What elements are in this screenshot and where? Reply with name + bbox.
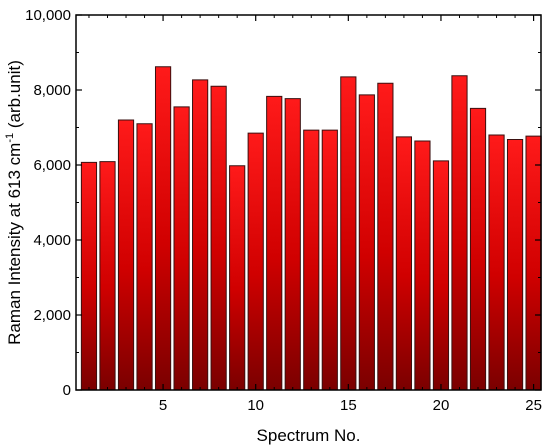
- x-axis-title: Spectrum No.: [257, 426, 361, 445]
- bar-spectrum-12: [284, 98, 301, 391]
- y-tick-label: 0: [63, 382, 71, 399]
- bar-spectrum-25: [525, 135, 542, 391]
- bar-spectrum-19: [414, 140, 431, 391]
- bar-spectrum-3: [117, 119, 135, 391]
- x-tick-label: 10: [247, 397, 264, 414]
- y-tick-label: 10,000: [25, 7, 71, 24]
- y-axis-title-main: Raman Intensity at 613 cm: [5, 143, 24, 345]
- bar-spectrum-4: [136, 123, 153, 391]
- bar-spectrum-8: [210, 85, 227, 391]
- y-tick-label: 2,000: [33, 307, 71, 324]
- bar-spectrum-5: [154, 66, 172, 391]
- bar-spectrum-22: [469, 107, 487, 391]
- x-tick-label: 5: [159, 397, 167, 414]
- bar-spectrum-18: [395, 136, 412, 391]
- bar-spectrum-23: [488, 134, 505, 391]
- bar-spectrum-15: [340, 76, 357, 391]
- y-tick-label: 6,000: [33, 157, 71, 174]
- y-axis-title-unit: (arb.unit): [5, 60, 24, 133]
- bar-spectrum-21: [451, 75, 468, 391]
- bar-spectrum-24: [506, 139, 524, 391]
- bar-spectrum-7: [192, 79, 209, 391]
- bar-spectrum-10: [247, 132, 264, 391]
- bar-spectrum-16: [358, 94, 375, 391]
- y-axis-title-superscript: -1: [4, 133, 16, 143]
- bar-spectrum-2: [99, 161, 116, 391]
- bar-spectrum-20: [432, 160, 450, 391]
- bar-spectrum-1: [80, 161, 98, 391]
- y-tick-label: 8,000: [33, 82, 71, 99]
- bars-group: [80, 66, 542, 391]
- bar-spectrum-14: [321, 129, 338, 391]
- x-tick-label: 20: [433, 397, 450, 414]
- bar-spectrum-17: [377, 82, 394, 391]
- x-tick-label: 15: [340, 397, 357, 414]
- x-axis-ticks: 5 10 15 20 25: [88, 15, 542, 414]
- y-axis-ticks: 0 2,000 4,000 6,000 8,000 10,000: [25, 7, 541, 399]
- bar-spectrum-13: [303, 129, 320, 391]
- y-axis-title: Raman Intensity at 613 cm-1 (arb.unit): [4, 60, 24, 345]
- x-tick-label: 25: [525, 397, 542, 414]
- bar-spectrum-6: [173, 106, 190, 391]
- bar-spectrum-11: [266, 95, 283, 391]
- bar-spectrum-9: [229, 165, 246, 391]
- y-tick-label: 4,000: [33, 232, 71, 249]
